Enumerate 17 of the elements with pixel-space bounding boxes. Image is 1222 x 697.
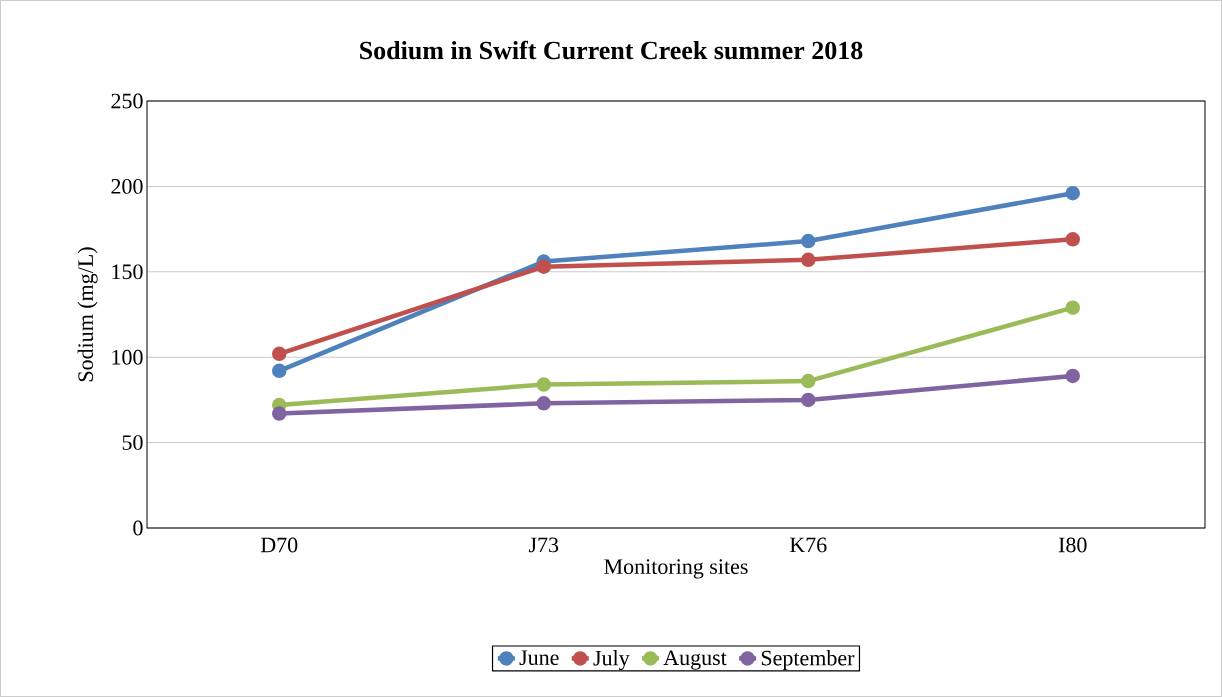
- x-tick-label: D70: [260, 537, 298, 553]
- y-axis-title: Sodium (mg/L): [77, 247, 98, 382]
- y-tick-label: 150: [112, 264, 143, 280]
- y-tick-label: 100: [112, 349, 143, 365]
- legend-label: July: [593, 650, 630, 671]
- legend-label: August: [663, 650, 727, 670]
- x-tick-label: I80: [1058, 537, 1087, 553]
- legend-label: September: [761, 650, 855, 670]
- legend-label: June: [519, 650, 559, 666]
- x-tick-label: J73: [528, 537, 559, 553]
- y-tick-label: 250: [111, 93, 143, 109]
- x-tick-label: K76: [789, 537, 827, 553]
- x-axis-title: Monitoring sites: [604, 559, 748, 579]
- y-tick-label: 200: [111, 178, 143, 194]
- chart-title: Sodium in Swift Current Creek summer 2018: [360, 40, 863, 60]
- y-tick-label: 0: [133, 520, 143, 536]
- y-tick-label: 50: [122, 435, 143, 451]
